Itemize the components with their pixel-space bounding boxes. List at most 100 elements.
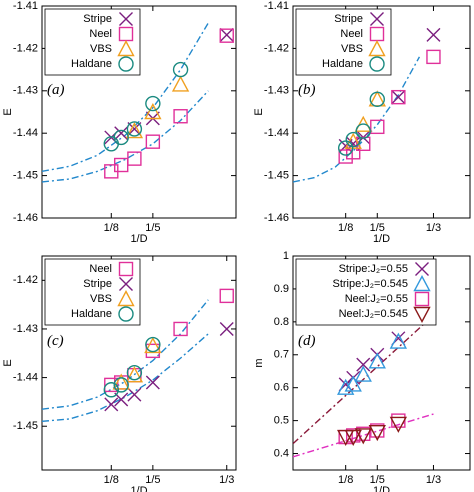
fit-line	[42, 333, 209, 423]
marker	[113, 129, 129, 146]
marker	[389, 332, 408, 349]
plot-frame	[292, 255, 471, 471]
y-tick-label: 0.6	[274, 382, 289, 394]
marker	[219, 28, 234, 43]
marker	[346, 145, 361, 160]
legend-label: Stripe	[334, 13, 363, 25]
x-tick-label: 1/3	[426, 222, 441, 234]
legend-label: Stripe	[83, 13, 112, 25]
marker	[126, 121, 143, 137]
marker	[370, 423, 385, 438]
x-tick-label: 1/5	[145, 222, 160, 234]
marker	[356, 426, 371, 441]
y-tick-label: 0.4	[274, 447, 289, 459]
marker	[426, 49, 441, 65]
marker	[112, 373, 130, 390]
y-tick-label: -1.44	[13, 371, 38, 383]
marker	[103, 382, 119, 398]
marker	[219, 288, 234, 304]
legend-box	[295, 258, 437, 326]
marker	[219, 321, 234, 336]
marker	[127, 121, 142, 136]
x-tick-label: 1/3	[426, 474, 441, 486]
marker	[389, 416, 408, 433]
y-axis-label: E	[253, 108, 265, 115]
x-tick-label: 1/5	[145, 474, 160, 486]
panel: -1.46 -1.45 -1.44 -1.43 -1.42 -1.41 1/8 1/5 1/3 1…	[253, 0, 471, 245]
legend-marker	[117, 290, 135, 307]
marker	[368, 352, 386, 369]
legend-label: Haldane	[322, 58, 363, 70]
marker	[114, 126, 129, 141]
marker	[354, 428, 372, 445]
legend-marker	[118, 306, 134, 322]
marker	[103, 136, 119, 152]
legend-label: Neel	[340, 28, 363, 40]
y-tick-label: -1.42	[13, 274, 38, 286]
fit-line	[42, 22, 209, 173]
marker	[356, 136, 371, 152]
marker	[173, 321, 188, 337]
y-tick-label: -1.43	[13, 85, 38, 97]
y-axis-label: E	[2, 108, 14, 115]
y-tick-label: -1.45	[13, 170, 38, 182]
marker	[391, 90, 406, 105]
y-tick-label: -1.44	[264, 127, 289, 139]
panel-label: (c)	[47, 333, 64, 349]
marker	[144, 103, 162, 120]
x-axis-label: 1/D	[373, 485, 390, 492]
marker	[355, 123, 371, 139]
legend-marker	[119, 277, 133, 291]
marker	[127, 387, 142, 402]
x-tick-label: 1/8	[104, 474, 119, 486]
legend-label: Neel:J₂=0.545	[339, 308, 408, 320]
plot-area	[293, 314, 434, 458]
legend-box	[295, 8, 392, 76]
y-tick-label: -1.44	[13, 127, 38, 139]
legend-label: Stripe:J₂=0.55	[339, 263, 408, 275]
legend-marker	[118, 56, 134, 72]
x-axis-label: 1/D	[130, 233, 147, 245]
legend-label: Neel	[89, 263, 112, 275]
legend-marker	[369, 56, 385, 72]
plot-frame	[41, 5, 237, 219]
legend-box	[44, 258, 141, 326]
marker	[145, 95, 161, 112]
marker	[356, 357, 371, 372]
panel: -1.46 -1.45 -1.44 -1.43 -1.42 -1.41 1/8 1/51/D E…	[2, 0, 237, 245]
y-tick-label: -1.45	[264, 170, 289, 182]
y-tick-label: -1.42	[264, 42, 289, 54]
marker	[144, 336, 162, 354]
legend-label: Haldane	[71, 308, 112, 320]
marker	[370, 119, 385, 135]
marker	[338, 149, 353, 164]
y-tick-label: 1	[283, 250, 289, 262]
plot-area	[293, 27, 441, 183]
plot-area	[42, 288, 234, 423]
y-tick-label: 0.5	[274, 415, 289, 427]
legend-marker	[413, 275, 431, 292]
legend-label: Neel	[89, 28, 112, 40]
x-tick-label: 1/8	[104, 222, 119, 234]
legend-label: VBS	[90, 293, 112, 305]
legend-label: Haldane	[71, 58, 112, 70]
marker	[145, 375, 160, 390]
panel: 0.4 0.5 0.6 0.7 0.8 0.9 1 1/8 1/5 1/3 1/D m (d) Strip…	[253, 250, 471, 492]
legend-label: VBS	[90, 43, 112, 55]
plot-area	[42, 22, 234, 183]
marker	[368, 424, 386, 442]
marker	[113, 377, 129, 393]
marker	[391, 89, 406, 105]
legend-marker	[370, 12, 384, 26]
plot-frame	[292, 5, 471, 219]
marker	[114, 392, 129, 407]
y-tick-label: -1.46	[13, 212, 38, 224]
panel-label: (d)	[298, 333, 316, 349]
x-tick-label: 1/3	[219, 474, 234, 486]
panel-label: (a)	[47, 82, 65, 98]
y-tick-label: -1.45	[13, 420, 38, 432]
panel-label: (b)	[298, 82, 316, 98]
legend-marker	[117, 40, 135, 57]
